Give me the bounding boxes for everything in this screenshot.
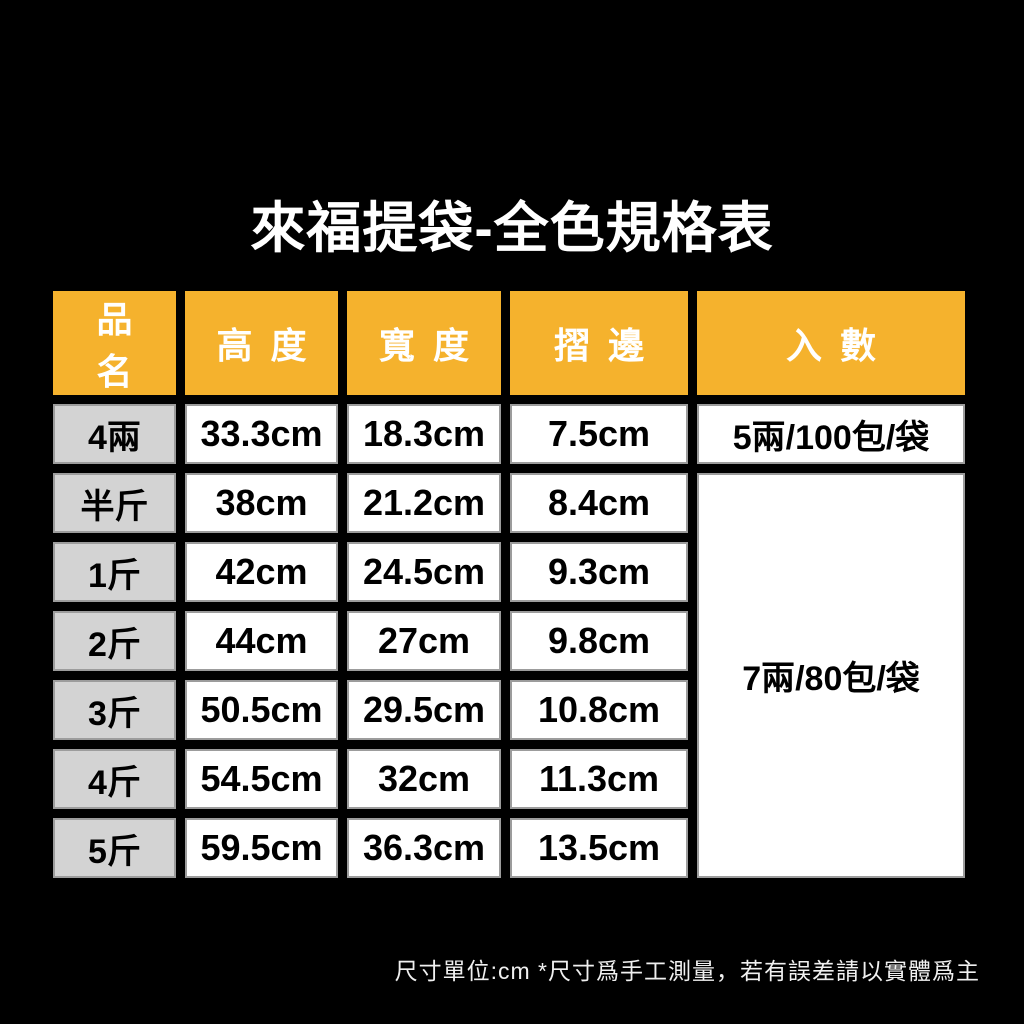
fold-cell: 9.3cm (510, 542, 688, 602)
height-cell: 44cm (185, 611, 338, 671)
pack-cell-first: 5兩/100包/袋 (697, 404, 965, 464)
table-row: 2斤 44cm 27cm 9.8cm (53, 611, 965, 671)
row-label: 4兩 (53, 404, 176, 464)
footnote: 尺寸單位:cm *尺寸爲手工測量，若有誤差請以實體爲主 (394, 958, 980, 984)
fold-cell: 8.4cm (510, 473, 688, 533)
width-cell: 24.5cm (347, 542, 501, 602)
height-cell: 42cm (185, 542, 338, 602)
fold-cell: 11.3cm (510, 749, 688, 809)
table-row: 5斤 59.5cm 36.3cm 13.5cm (53, 818, 965, 878)
col-header-height: 高度 (185, 291, 338, 395)
width-cell: 18.3cm (347, 404, 501, 464)
table-row: 4斤 54.5cm 32cm 11.3cm (53, 749, 965, 809)
width-cell: 29.5cm (347, 680, 501, 740)
table-row: 半斤 38cm 21.2cm 8.4cm 7兩/80包/袋 (53, 473, 965, 878)
width-cell: 21.2cm (347, 473, 501, 533)
row-label: 5斤 (53, 818, 176, 878)
row-label: 1斤 (53, 542, 176, 602)
row-label: 3斤 (53, 680, 176, 740)
spec-table: 品名 高度 寬度 摺邊 入數 4兩 33.3cm 18.3cm 7.5cm 5兩… (44, 282, 974, 887)
row-label: 2斤 (53, 611, 176, 671)
width-cell: 32cm (347, 749, 501, 809)
row-label: 半斤 (53, 473, 176, 533)
pack-cell-merged: 7兩/80包/袋 (697, 473, 965, 878)
height-cell: 54.5cm (185, 749, 338, 809)
fold-cell: 7.5cm (510, 404, 688, 464)
height-cell: 59.5cm (185, 818, 338, 878)
width-cell: 27cm (347, 611, 501, 671)
table-row: 3斤 50.5cm 29.5cm 10.8cm (53, 680, 965, 740)
col-header-name: 品名 (53, 291, 176, 395)
width-cell: 36.3cm (347, 818, 501, 878)
page-title: 來福提袋-全色規格表 (250, 197, 774, 259)
height-cell: 38cm (185, 473, 338, 533)
fold-cell: 10.8cm (510, 680, 688, 740)
col-header-fold: 摺邊 (510, 291, 688, 395)
height-cell: 50.5cm (185, 680, 338, 740)
col-header-pack: 入數 (697, 291, 965, 395)
row-label: 4斤 (53, 749, 176, 809)
fold-cell: 9.8cm (510, 611, 688, 671)
height-cell: 33.3cm (185, 404, 338, 464)
fold-cell: 13.5cm (510, 818, 688, 878)
table-row: 1斤 42cm 24.5cm 9.3cm (53, 542, 965, 602)
table-row: 4兩 33.3cm 18.3cm 7.5cm 5兩/100包/袋 (53, 404, 965, 464)
header-row: 品名 高度 寬度 摺邊 入數 (53, 291, 965, 395)
col-header-width: 寬度 (347, 291, 501, 395)
